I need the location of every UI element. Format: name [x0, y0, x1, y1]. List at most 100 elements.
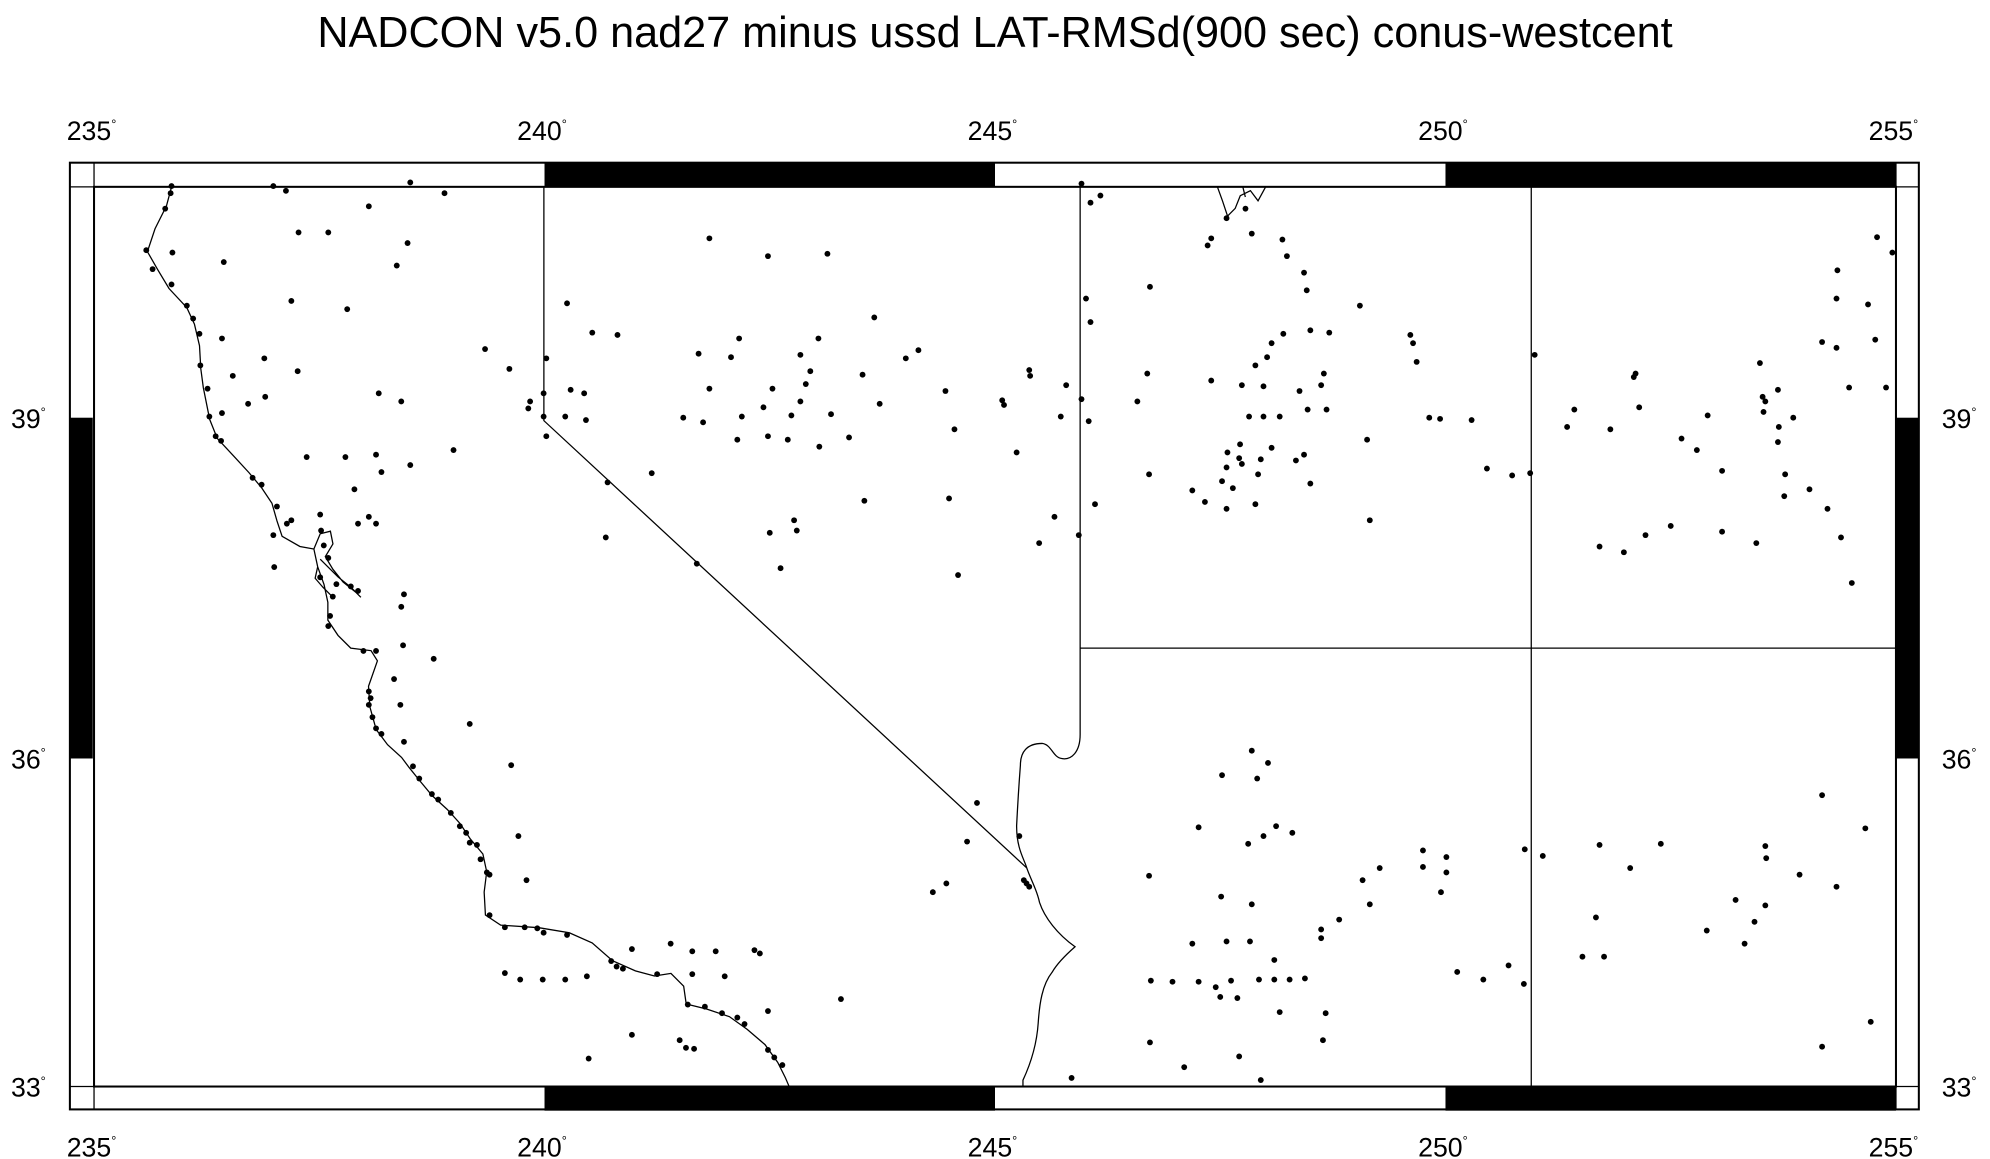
station-point	[410, 763, 416, 770]
station-point	[401, 738, 407, 745]
station-point	[1593, 914, 1599, 921]
border-nv-ut-az	[1015, 186, 1081, 1087]
station-point	[369, 714, 376, 721]
station-point	[220, 259, 227, 265]
station-point	[1413, 358, 1420, 365]
station-point	[219, 335, 225, 342]
station-point	[734, 1014, 741, 1021]
station-point	[1302, 975, 1308, 982]
station-point	[162, 205, 169, 212]
station-point	[344, 306, 351, 313]
station-point	[365, 701, 372, 708]
station-point	[294, 368, 301, 375]
station-point	[955, 572, 961, 578]
station-point	[1520, 980, 1527, 987]
station-point	[1318, 935, 1325, 942]
station-point	[608, 958, 615, 965]
station-point	[1189, 487, 1196, 494]
station-point	[168, 281, 175, 288]
station-point	[700, 419, 707, 426]
station-point	[365, 688, 372, 695]
station-point	[327, 612, 334, 619]
station-point	[317, 511, 324, 518]
station-point	[1636, 404, 1643, 411]
y-tick-label-left: 36°	[11, 745, 46, 775]
station-point	[329, 593, 336, 600]
station-point	[229, 372, 236, 379]
station-point	[373, 725, 379, 732]
station-point	[204, 385, 211, 392]
station-point	[288, 517, 295, 524]
station-point	[1527, 470, 1534, 477]
station-point	[1236, 455, 1243, 462]
station-point	[517, 976, 524, 983]
station-point	[1642, 532, 1649, 539]
station-point	[355, 520, 361, 527]
station-point	[1144, 370, 1151, 377]
y-tick-label-right: 39°	[1942, 404, 1977, 434]
station-point	[1539, 853, 1546, 859]
station-point	[728, 354, 734, 361]
station-point	[583, 417, 589, 423]
station-point	[404, 240, 411, 247]
station-point	[1630, 374, 1637, 380]
station-point	[1078, 180, 1085, 187]
station-point	[1255, 471, 1262, 478]
station-point	[784, 436, 791, 443]
station-point	[1219, 772, 1225, 779]
station-point	[964, 838, 970, 845]
station-point	[1280, 330, 1287, 337]
station-point	[1760, 408, 1767, 415]
station-point	[283, 187, 289, 194]
station-point	[1224, 449, 1231, 456]
station-point	[1762, 902, 1769, 909]
station-point	[212, 433, 219, 440]
x-tick-label-bottom: 235°	[67, 1132, 117, 1159]
station-point	[1087, 319, 1094, 326]
station-point	[766, 529, 773, 536]
station-point	[929, 889, 936, 896]
station-point	[375, 390, 382, 397]
station-point	[501, 970, 508, 976]
station-point	[816, 443, 823, 450]
station-point	[1245, 840, 1252, 847]
station-point	[1762, 843, 1769, 849]
station-point	[1782, 471, 1789, 478]
station-point	[1627, 865, 1634, 871]
station-point	[1320, 1037, 1326, 1044]
station-point	[1848, 580, 1855, 586]
station-point	[1454, 969, 1461, 975]
station-point	[689, 948, 696, 955]
station-point	[450, 447, 457, 454]
station-point	[1756, 360, 1763, 366]
station-point	[1078, 396, 1085, 403]
station-point	[1704, 412, 1711, 419]
station-point	[797, 351, 804, 358]
station-point	[680, 414, 687, 421]
station-point	[1509, 472, 1516, 479]
station-point	[1238, 461, 1245, 467]
station-point	[1732, 896, 1739, 903]
station-point	[167, 190, 174, 197]
station-point	[378, 731, 385, 737]
station-point	[1296, 388, 1303, 394]
station-point	[333, 581, 340, 588]
x-tick-label-bottom: 250°	[1418, 1132, 1468, 1159]
station-point	[1075, 532, 1082, 539]
station-point	[689, 971, 696, 978]
station-point	[793, 527, 800, 534]
station-point	[1092, 501, 1098, 508]
station-point	[1083, 295, 1089, 302]
station-point	[521, 924, 528, 931]
station-point	[1833, 344, 1840, 351]
station-point	[614, 332, 621, 338]
station-point	[325, 229, 332, 236]
station-point	[262, 393, 269, 400]
station-point	[398, 398, 405, 405]
y-tick-label-right: 36°	[1942, 745, 1977, 775]
station-point	[734, 436, 741, 443]
station-point	[1579, 953, 1586, 960]
station-point	[1268, 444, 1275, 451]
station-point	[1834, 267, 1841, 274]
station-point	[1420, 864, 1426, 870]
